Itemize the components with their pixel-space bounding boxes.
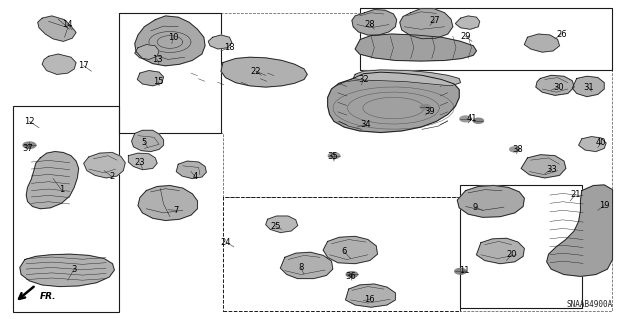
Polygon shape bbox=[280, 252, 333, 278]
Text: 9: 9 bbox=[472, 203, 478, 211]
Circle shape bbox=[328, 153, 340, 159]
Text: 38: 38 bbox=[513, 145, 524, 154]
Text: 29: 29 bbox=[460, 32, 471, 41]
Text: 3: 3 bbox=[72, 264, 77, 274]
Text: 10: 10 bbox=[168, 33, 179, 42]
Text: 6: 6 bbox=[342, 247, 347, 256]
Text: 11: 11 bbox=[459, 266, 470, 275]
Text: 22: 22 bbox=[251, 67, 261, 76]
Text: 36: 36 bbox=[345, 272, 356, 281]
Text: 17: 17 bbox=[79, 61, 89, 70]
Text: 32: 32 bbox=[358, 75, 369, 84]
Text: SNAAB4900A: SNAAB4900A bbox=[566, 300, 612, 309]
Circle shape bbox=[509, 147, 520, 152]
Polygon shape bbox=[353, 70, 461, 86]
Polygon shape bbox=[458, 186, 524, 217]
Text: 21: 21 bbox=[570, 190, 580, 199]
Polygon shape bbox=[536, 75, 574, 95]
Polygon shape bbox=[524, 34, 559, 52]
Text: 8: 8 bbox=[298, 263, 303, 272]
Circle shape bbox=[473, 118, 483, 123]
Polygon shape bbox=[323, 236, 378, 264]
Polygon shape bbox=[208, 35, 232, 49]
Text: 33: 33 bbox=[547, 165, 557, 174]
Polygon shape bbox=[84, 152, 125, 178]
Text: 1: 1 bbox=[59, 185, 64, 194]
Text: 7: 7 bbox=[173, 206, 179, 215]
Polygon shape bbox=[547, 185, 612, 276]
Circle shape bbox=[346, 271, 358, 277]
Text: 35: 35 bbox=[328, 152, 338, 161]
Polygon shape bbox=[138, 186, 197, 220]
Text: 5: 5 bbox=[141, 137, 147, 146]
Text: 23: 23 bbox=[134, 158, 145, 167]
Polygon shape bbox=[135, 45, 159, 59]
Text: 12: 12 bbox=[24, 117, 35, 126]
Polygon shape bbox=[521, 155, 566, 178]
Polygon shape bbox=[26, 152, 79, 209]
Text: 18: 18 bbox=[224, 43, 235, 52]
Circle shape bbox=[460, 116, 471, 122]
Text: 28: 28 bbox=[365, 20, 375, 29]
Text: FR.: FR. bbox=[40, 292, 57, 300]
Polygon shape bbox=[266, 216, 298, 233]
Circle shape bbox=[455, 269, 467, 274]
Bar bbox=[461, 185, 582, 308]
Polygon shape bbox=[572, 76, 604, 97]
Text: 31: 31 bbox=[583, 83, 593, 92]
Text: 13: 13 bbox=[152, 55, 163, 64]
Polygon shape bbox=[176, 161, 206, 179]
Text: 26: 26 bbox=[556, 30, 566, 39]
Text: 30: 30 bbox=[553, 83, 563, 92]
Polygon shape bbox=[135, 16, 205, 66]
Text: 25: 25 bbox=[270, 222, 280, 231]
Polygon shape bbox=[20, 254, 115, 286]
Text: 27: 27 bbox=[429, 16, 440, 25]
Text: 39: 39 bbox=[424, 107, 435, 116]
Polygon shape bbox=[132, 130, 164, 152]
Text: 14: 14 bbox=[63, 20, 73, 29]
Polygon shape bbox=[129, 153, 157, 170]
Text: 34: 34 bbox=[361, 120, 371, 129]
Text: 41: 41 bbox=[467, 114, 477, 123]
Text: 40: 40 bbox=[596, 138, 606, 147]
Circle shape bbox=[23, 142, 36, 148]
Polygon shape bbox=[579, 137, 606, 152]
Bar bbox=[360, 8, 612, 70]
Polygon shape bbox=[346, 284, 396, 307]
Polygon shape bbox=[328, 72, 460, 132]
Text: 37: 37 bbox=[23, 144, 33, 153]
Bar bbox=[223, 197, 461, 311]
Bar bbox=[119, 13, 221, 132]
Polygon shape bbox=[355, 34, 476, 61]
Bar bbox=[13, 106, 119, 312]
Polygon shape bbox=[38, 16, 76, 41]
Text: 19: 19 bbox=[599, 201, 609, 210]
Polygon shape bbox=[221, 57, 307, 87]
Polygon shape bbox=[352, 10, 397, 35]
Text: 20: 20 bbox=[506, 250, 517, 259]
Polygon shape bbox=[456, 16, 479, 29]
Polygon shape bbox=[476, 238, 524, 264]
Polygon shape bbox=[138, 70, 164, 86]
Polygon shape bbox=[400, 9, 453, 39]
Text: 16: 16 bbox=[365, 295, 375, 304]
Text: 15: 15 bbox=[153, 77, 164, 86]
Polygon shape bbox=[42, 54, 76, 74]
Text: 2: 2 bbox=[110, 173, 115, 182]
Circle shape bbox=[420, 105, 431, 110]
Text: 4: 4 bbox=[193, 173, 198, 182]
Text: 24: 24 bbox=[221, 238, 232, 247]
